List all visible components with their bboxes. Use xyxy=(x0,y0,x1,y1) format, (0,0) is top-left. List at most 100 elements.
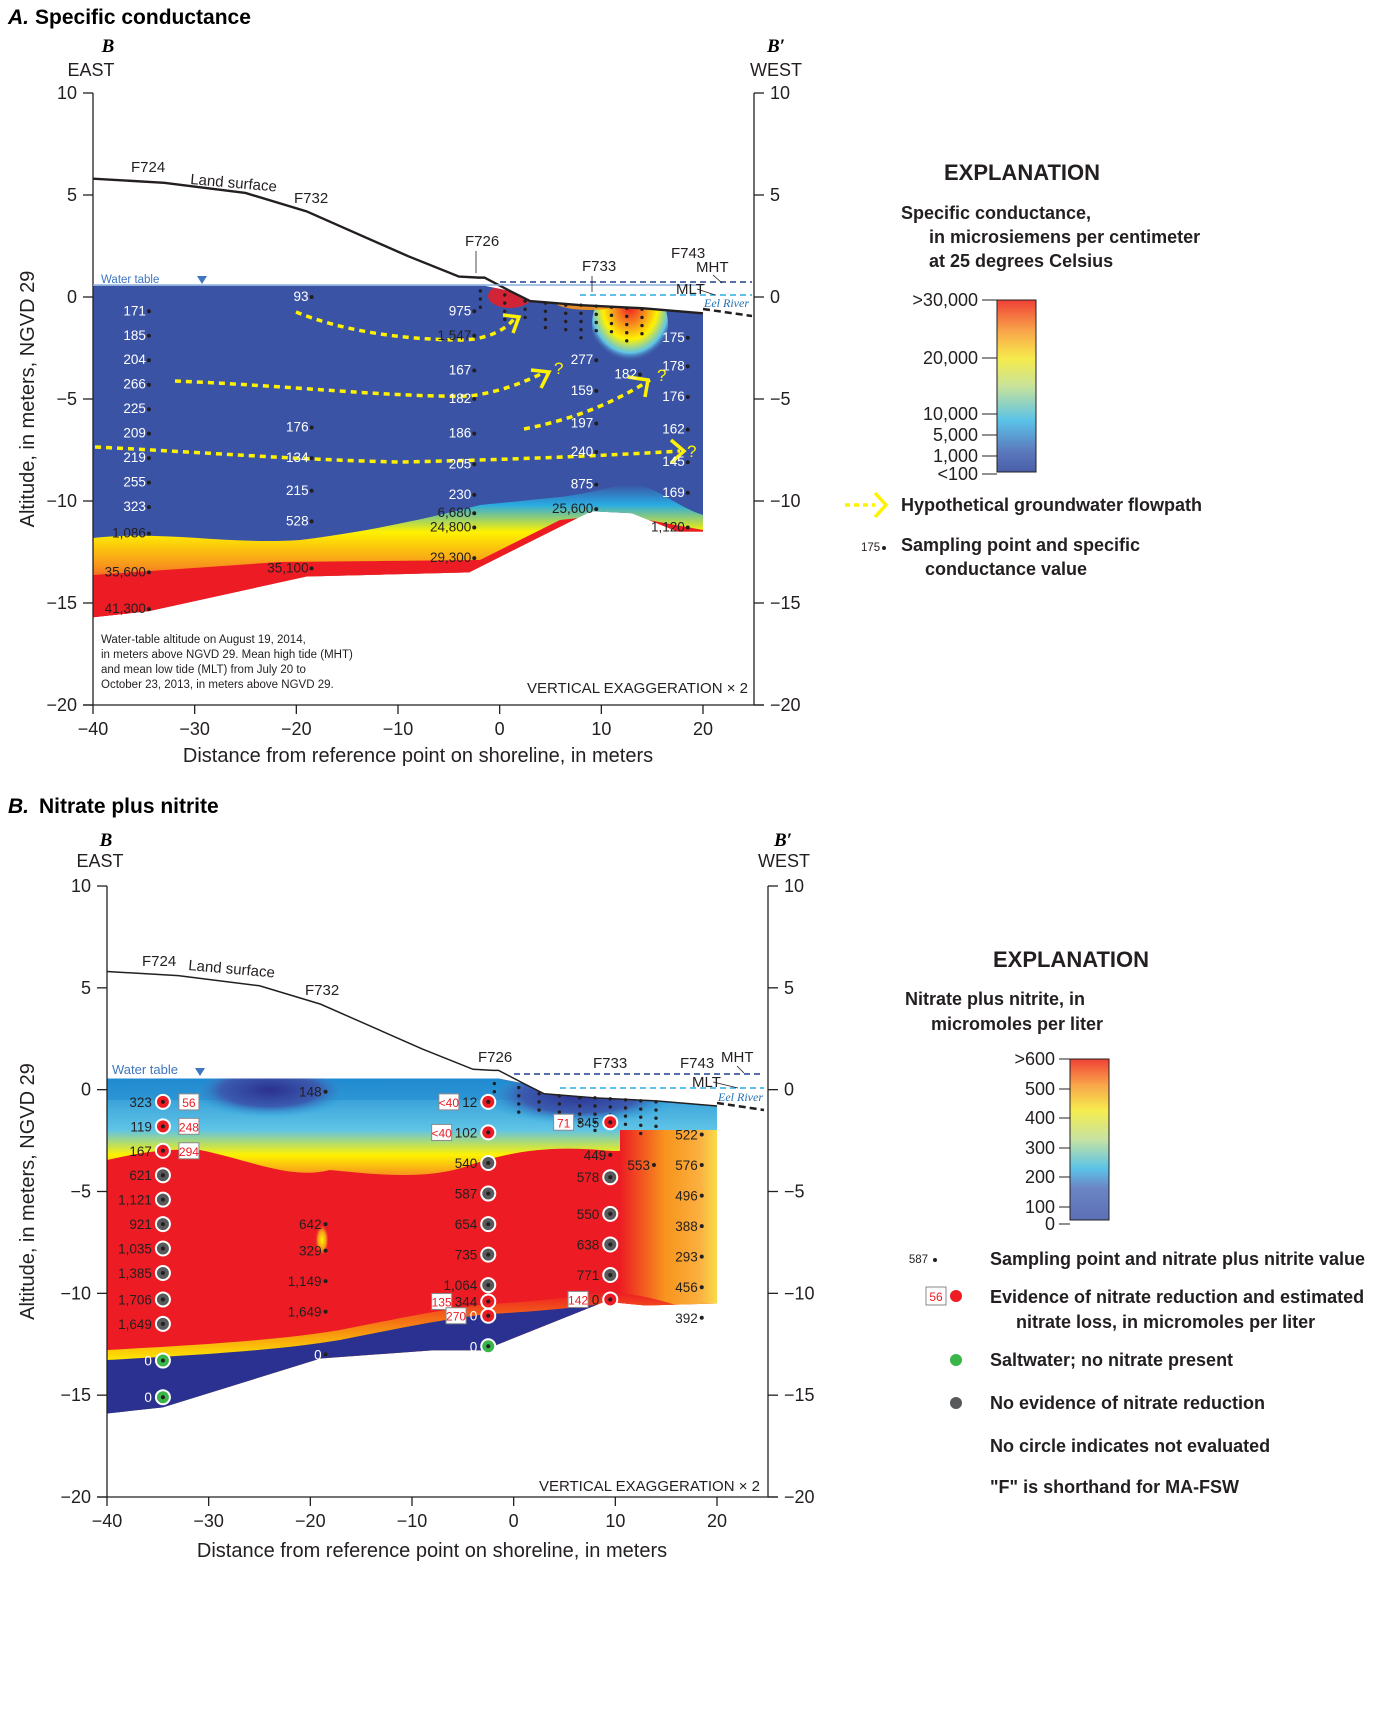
sample-point xyxy=(699,1315,704,1320)
sample-dot-icon xyxy=(933,1258,937,1262)
y-tick-label: 0 xyxy=(67,287,77,307)
river-bed-line xyxy=(716,1101,765,1112)
sample-point xyxy=(608,1175,613,1180)
y-tick-label: −20 xyxy=(46,695,77,715)
sample-point xyxy=(146,333,151,338)
colorbar-tick-label: 100 xyxy=(1025,1197,1055,1217)
y-tick-label: 0 xyxy=(770,287,780,307)
sample-point xyxy=(486,1252,491,1257)
colorbar-tick-label: 400 xyxy=(1025,1108,1055,1128)
sample-value: 293 xyxy=(675,1250,698,1265)
sample-value: 219 xyxy=(123,450,146,465)
sample-value: 176 xyxy=(662,389,685,404)
sampler-dot xyxy=(639,1115,643,1119)
sample-point xyxy=(160,1124,165,1129)
sample-point xyxy=(160,1321,165,1326)
sample-value: 621 xyxy=(129,1168,152,1183)
sample-value: 178 xyxy=(662,358,685,373)
note-line: in meters above NGVD 29. Mean high tide … xyxy=(101,649,353,661)
sample-point xyxy=(146,407,151,412)
well-label-f743: F743 xyxy=(680,1055,714,1072)
vertical-exaggeration-note: VERTICAL EXAGGERATION × 2 xyxy=(539,1478,760,1495)
sample-value: 578 xyxy=(577,1170,600,1185)
sampler-dot xyxy=(523,315,527,320)
arrowhead-icon xyxy=(669,438,687,465)
sampler-dot xyxy=(564,303,568,307)
sample-value: 167 xyxy=(129,1144,152,1159)
sample-value: 344 xyxy=(455,1294,478,1309)
west-label: WEST xyxy=(758,851,810,871)
sample-legend-label: conductance value xyxy=(925,559,1087,579)
flowpath-3 xyxy=(523,378,651,431)
flowpaths xyxy=(94,310,681,464)
nitrate-samples: 323 56 119 248 167 294 621 1,121 921 1,035 1,385 1,… xyxy=(118,1085,704,1406)
x-tick-label: 20 xyxy=(693,719,713,739)
nitrate-loss-box xyxy=(567,1290,589,1308)
colorbar-tick-label: <100 xyxy=(937,464,978,484)
sample-value: 24,800 xyxy=(430,520,471,535)
nitrate-loss-box xyxy=(431,1123,453,1141)
sample-value: 1,086 xyxy=(112,526,146,541)
sample-value: 159 xyxy=(571,383,594,398)
x-tick-label: −10 xyxy=(397,1511,428,1531)
nitrate-loss-value: 294 xyxy=(179,1145,199,1159)
x-tick-label: 10 xyxy=(591,719,611,739)
sample-point xyxy=(323,1279,328,1284)
sampler-dot xyxy=(503,301,507,305)
sample-point xyxy=(685,490,690,495)
sample-value: 388 xyxy=(675,1219,698,1234)
y-tick-label: −15 xyxy=(784,1385,815,1405)
panel-b: B. Nitrate plus nitrite B EAST B′ WEST 10… xyxy=(8,795,1365,1562)
sample-dot-icon xyxy=(882,546,886,550)
sampler-dot xyxy=(578,1096,582,1100)
sampler-dot xyxy=(517,1094,521,1098)
nitrate-loss-value: 135 xyxy=(432,1295,452,1309)
panel-b-title: B. Nitrate plus nitrite xyxy=(8,795,219,818)
sampler-dot xyxy=(517,1102,521,1106)
sample-point xyxy=(594,358,599,363)
sample-point xyxy=(608,1152,613,1157)
sample-point xyxy=(685,525,690,530)
x-tick-label: −40 xyxy=(78,719,109,739)
section-start-label: B xyxy=(99,830,113,851)
sample-point xyxy=(486,1191,491,1196)
sample-point xyxy=(486,1344,491,1349)
sample-value: 277 xyxy=(571,352,594,367)
nitrate-loss-box xyxy=(178,1117,200,1135)
legend-b: EXPLANATION Nitrate plus nitrite, in mic… xyxy=(905,947,1365,1497)
shorthand-legend-label: "F" is shorthand for MA-FSW xyxy=(990,1477,1239,1497)
sample-value: 975 xyxy=(449,303,472,318)
x-axis-title: Distance from reference point on shoreli… xyxy=(197,1540,667,1562)
sampler-dot xyxy=(594,312,598,317)
sampler-dot xyxy=(625,339,629,343)
no-evidence-legend-label: No evidence of nitrate reduction xyxy=(990,1393,1265,1413)
sample-point xyxy=(146,431,151,436)
colorbar-tick-label: 10,000 xyxy=(923,404,978,424)
saltwater-legend-label: Saltwater; no nitrate present xyxy=(990,1350,1233,1370)
sample-value: 0 xyxy=(144,1354,152,1369)
sampler-dot xyxy=(639,1099,643,1103)
well-label-f733: F733 xyxy=(582,258,616,275)
legend-scale-title: Nitrate plus nitrite, in xyxy=(905,989,1085,1009)
panel-a: A. Specific conductance B EAST B′ WEST 10… xyxy=(7,6,1202,767)
sample-value: 0 xyxy=(470,1339,478,1354)
sample-value: 0 xyxy=(144,1390,152,1405)
sample-value: 182 xyxy=(449,391,472,406)
flowpath-legend-icon xyxy=(845,491,889,519)
sample-point xyxy=(160,1246,165,1251)
sample-point xyxy=(608,1273,613,1278)
mht-label: MHT xyxy=(696,259,729,276)
sample-point xyxy=(472,525,477,530)
sampler-dot xyxy=(543,309,548,313)
y-tick-label: −10 xyxy=(770,491,801,511)
sampler-dot xyxy=(593,1112,597,1116)
sample-point xyxy=(486,1160,491,1165)
note-line: and mean low tide (MLT) from July 20 to xyxy=(101,664,306,676)
sample-point xyxy=(594,482,599,487)
sample-point xyxy=(146,570,151,575)
conductance-samples: 171 185 204 266 225 209 219 255 323 1,086 35,600 41… xyxy=(105,289,690,616)
sampler-dot xyxy=(564,319,568,324)
sample-point xyxy=(160,1297,165,1302)
sampler-dot xyxy=(478,305,483,309)
sampler-dot xyxy=(517,1085,521,1090)
